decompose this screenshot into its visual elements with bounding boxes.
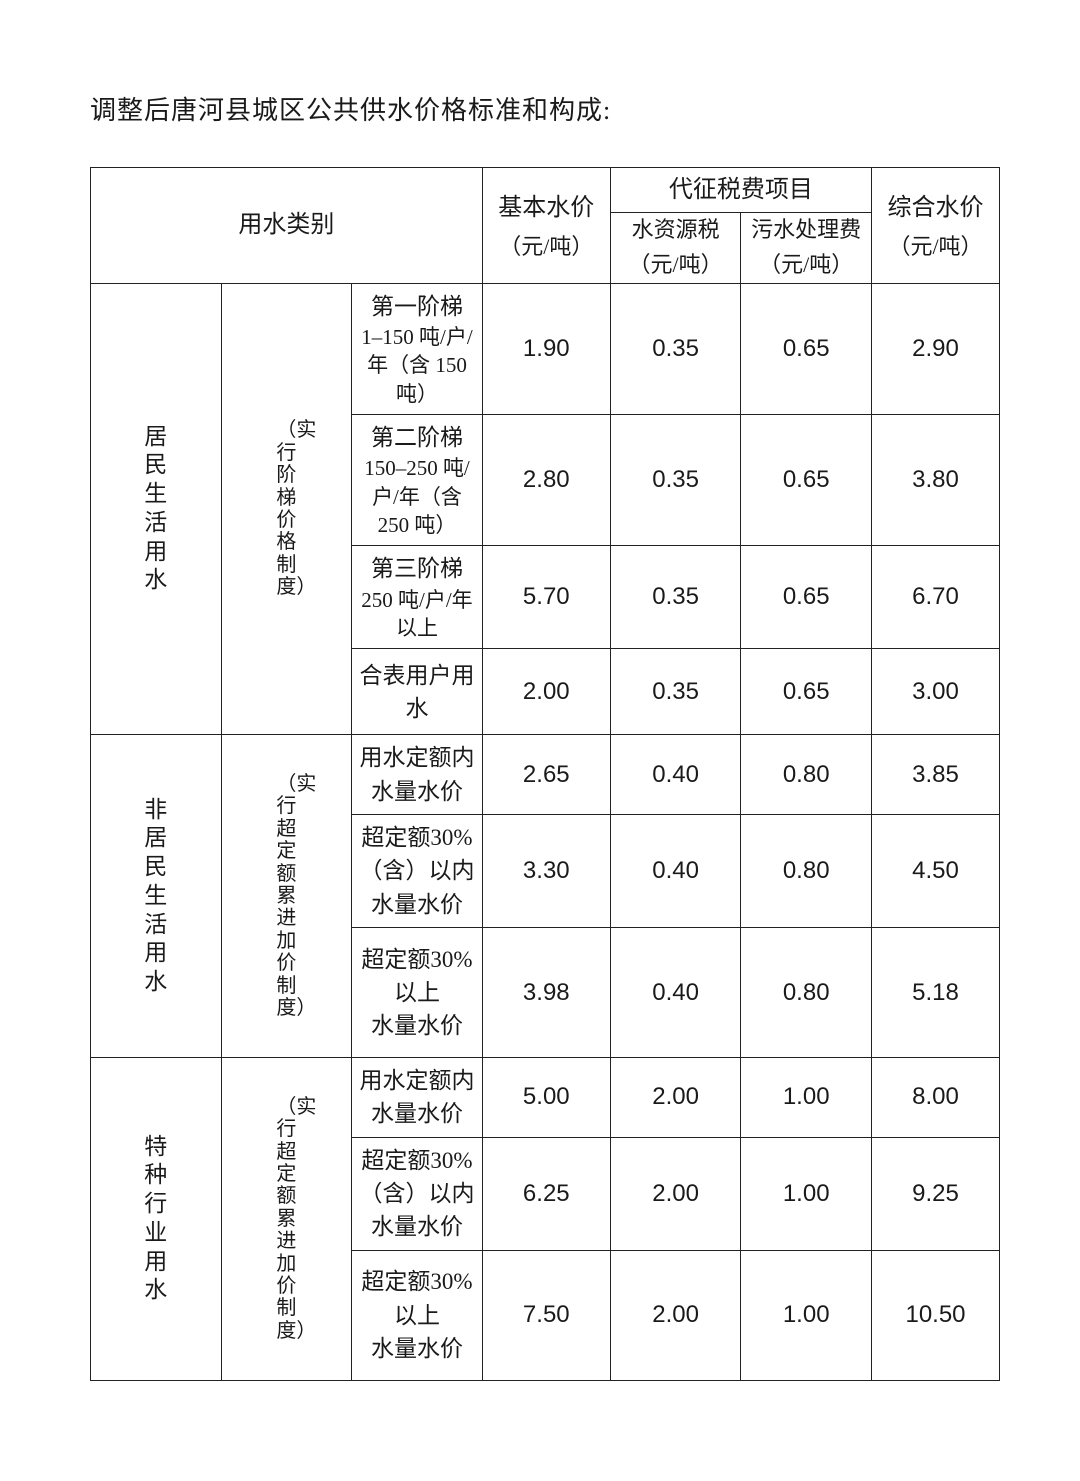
group-note: （实行超定额累进加价制度） [221,735,352,1058]
cell-tax: 0.35 [610,414,741,545]
hdr-sewage-label: 污水处理费 [741,213,871,248]
cell-total: 10.50 [872,1250,1000,1380]
hdr-sewage-unit: （元/吨） [741,248,871,283]
table-row: 特种行业用水 （实行超定额累进加价制度） 用水定额内水量水价 5.00 2.00… [91,1058,1000,1138]
cell-sewage: 0.80 [741,928,872,1058]
hdr-sewage: 污水处理费 （元/吨） [741,213,872,284]
cell-tax: 0.35 [610,283,741,414]
cell-tax: 0.40 [610,928,741,1058]
cell-total: 3.85 [872,735,1000,815]
cell-tax: 0.40 [610,815,741,928]
cell-sewage: 0.80 [741,735,872,815]
tier-desc-line1: 用水定额内水量水价 [356,1064,478,1131]
tier-desc-line2: 水量水价 [356,1009,478,1042]
tier-desc-line1: 合表用户用水 [356,659,478,726]
tier-desc-line1: 超定额30%以上 [356,1265,478,1332]
tier-desc: 用水定额内水量水价 [352,735,483,815]
tier-desc-line1: 第二阶梯 [356,421,478,454]
cell-base: 2.65 [482,735,610,815]
tier-desc-line1: 第一阶梯 [356,290,478,323]
tier-desc-line2: 1–150 吨/户/年（含 150 吨） [356,323,478,408]
tier-desc-line1: 超定额30%以上 [356,943,478,1010]
cell-total: 3.80 [872,414,1000,545]
cell-base: 6.25 [482,1137,610,1250]
tier-desc: 超定额30%（含）以内 水量水价 [352,815,483,928]
hdr-total: 综合水价 （元/吨） [872,168,1000,284]
tier-desc-line2: 250 吨/户/年以上 [356,586,478,643]
cell-sewage: 1.00 [741,1137,872,1250]
cell-sewage: 0.65 [741,414,872,545]
tier-desc-line1: 超定额30%（含）以内 [356,1144,478,1211]
group-label: 特种行业用水 [91,1058,222,1381]
cell-sewage: 0.65 [741,546,872,649]
cell-base: 5.00 [482,1058,610,1138]
cell-base: 2.80 [482,414,610,545]
page-title: 调整后唐河县城区公共供水价格标准和构成: [90,90,1000,127]
hdr-category: 用水类别 [91,168,483,284]
tier-desc: 合表用户用水 [352,649,483,735]
cell-total: 4.50 [872,815,1000,928]
table-row: 非居民生活用水 （实行超定额累进加价制度） 用水定额内水量水价 2.65 0.4… [91,735,1000,815]
tier-desc: 第二阶梯 150–250 吨/户/年（含 250 吨） [352,414,483,545]
cell-sewage: 0.80 [741,815,872,928]
group-note: （实行阶梯价格制度） [221,283,352,735]
price-table: 用水类别 基本水价 （元/吨） 代征税费项目 综合水价 （元/吨） 水资源税 （… [90,167,1000,1381]
cell-tax: 0.40 [610,735,741,815]
cell-sewage: 1.00 [741,1058,872,1138]
hdr-total-label: 综合水价 [872,186,999,230]
cell-sewage: 0.65 [741,283,872,414]
hdr-base-label: 基本水价 [483,186,610,230]
hdr-res-tax: 水资源税 （元/吨） [610,213,741,284]
hdr-base-unit: （元/吨） [483,230,610,265]
tier-desc-line2: 水量水价 [356,1332,478,1365]
tier-desc: 超定额30%以上 水量水价 [352,928,483,1058]
tier-desc: 用水定额内水量水价 [352,1058,483,1138]
tier-desc-line1: 用水定额内水量水价 [356,741,478,808]
cell-tax: 0.35 [610,649,741,735]
hdr-tax-group: 代征税费项目 [610,168,871,213]
hdr-base: 基本水价 （元/吨） [482,168,610,284]
cell-base: 5.70 [482,546,610,649]
hdr-res-tax-unit: （元/吨） [611,248,741,283]
cell-tax: 0.35 [610,546,741,649]
tier-desc-line1: 超定额30%（含）以内 [356,821,478,888]
cell-total: 6.70 [872,546,1000,649]
cell-base: 3.30 [482,815,610,928]
table-row: 居民生活用水 （实行阶梯价格制度） 第一阶梯 1–150 吨/户/年（含 150… [91,283,1000,414]
tier-desc: 超定额30%以上 水量水价 [352,1250,483,1380]
cell-tax: 2.00 [610,1250,741,1380]
cell-total: 5.18 [872,928,1000,1058]
tier-desc: 第三阶梯 250 吨/户/年以上 [352,546,483,649]
tier-desc-line1: 第三阶梯 [356,552,478,585]
tier-desc: 超定额30%（含）以内 水量水价 [352,1137,483,1250]
cell-base: 3.98 [482,928,610,1058]
cell-base: 7.50 [482,1250,610,1380]
tier-desc-line2: 水量水价 [356,888,478,921]
cell-tax: 2.00 [610,1058,741,1138]
cell-sewage: 1.00 [741,1250,872,1380]
hdr-total-unit: （元/吨） [872,230,999,265]
tier-desc-line2: 水量水价 [356,1210,478,1243]
cell-tax: 2.00 [610,1137,741,1250]
cell-sewage: 0.65 [741,649,872,735]
cell-base: 1.90 [482,283,610,414]
cell-total: 8.00 [872,1058,1000,1138]
group-label: 非居民生活用水 [91,735,222,1058]
hdr-res-tax-label: 水资源税 [611,213,741,248]
table-header-row-1: 用水类别 基本水价 （元/吨） 代征税费项目 综合水价 （元/吨） [91,168,1000,213]
group-label: 居民生活用水 [91,283,222,735]
cell-total: 9.25 [872,1137,1000,1250]
cell-total: 2.90 [872,283,1000,414]
cell-base: 2.00 [482,649,610,735]
tier-desc: 第一阶梯 1–150 吨/户/年（含 150 吨） [352,283,483,414]
cell-total: 3.00 [872,649,1000,735]
tier-desc-line2: 150–250 吨/户/年（含 250 吨） [356,454,478,539]
group-note: （实行超定额累进加价制度） [221,1058,352,1381]
